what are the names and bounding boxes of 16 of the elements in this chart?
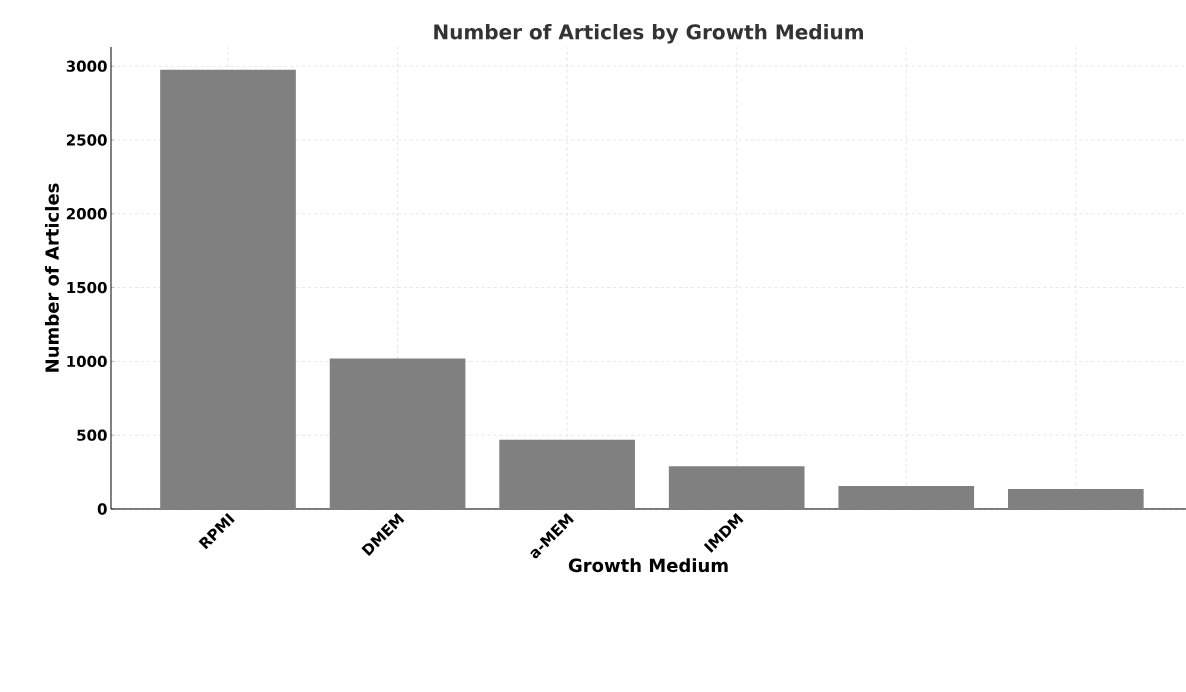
y-tick-label: 0 bbox=[97, 503, 107, 515]
bar bbox=[838, 486, 975, 509]
bar bbox=[1007, 489, 1144, 509]
x-axis-title: Growth Medium bbox=[568, 558, 728, 573]
y-tick-label: 2500 bbox=[66, 134, 107, 146]
y-tick-label: 3000 bbox=[66, 60, 107, 72]
bar bbox=[160, 69, 296, 509]
bar bbox=[329, 358, 466, 509]
y-axis-title: Number of Articles bbox=[44, 183, 59, 372]
bar bbox=[499, 439, 635, 509]
y-tick-label: 500 bbox=[77, 429, 107, 441]
y-tick-label: 1000 bbox=[67, 355, 107, 368]
bar bbox=[668, 466, 805, 509]
chart-title: Number of Articles by Growth Medium bbox=[434, 23, 863, 44]
y-tick-label: 2000 bbox=[66, 208, 107, 220]
y-tick-label: 1500 bbox=[67, 281, 107, 294]
